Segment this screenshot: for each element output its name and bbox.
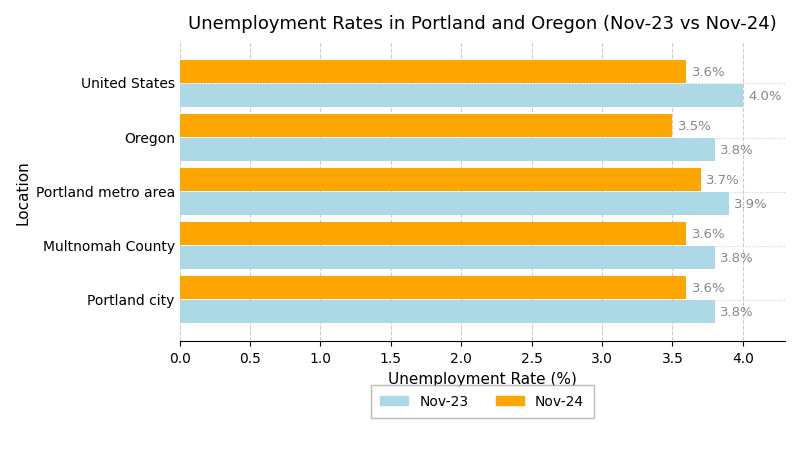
Bar [180, 247, 714, 269]
Bar [180, 169, 701, 192]
Text: 3.8%: 3.8% [720, 306, 754, 318]
Bar [180, 115, 672, 138]
Bar [180, 139, 714, 161]
Text: 3.5%: 3.5% [678, 120, 712, 133]
Title: Unemployment Rates in Portland and Oregon (Nov-23 vs Nov-24): Unemployment Rates in Portland and Orego… [188, 15, 777, 33]
Text: 3.8%: 3.8% [720, 251, 754, 265]
Bar [180, 300, 714, 323]
Text: 4.0%: 4.0% [748, 89, 782, 103]
Text: 3.6%: 3.6% [692, 282, 726, 295]
Y-axis label: Location: Location [15, 160, 30, 225]
Bar [180, 61, 686, 84]
Text: 3.7%: 3.7% [706, 174, 740, 187]
Legend: Nov-23, Nov-24: Nov-23, Nov-24 [370, 385, 594, 418]
Bar [180, 277, 686, 299]
Bar [180, 193, 729, 215]
Text: 3.8%: 3.8% [720, 144, 754, 157]
Text: 3.6%: 3.6% [692, 228, 726, 241]
Text: 3.9%: 3.9% [734, 198, 768, 210]
X-axis label: Unemployment Rate (%): Unemployment Rate (%) [388, 371, 577, 386]
Text: 3.6%: 3.6% [692, 66, 726, 79]
Bar [180, 223, 686, 246]
Bar [180, 85, 742, 108]
